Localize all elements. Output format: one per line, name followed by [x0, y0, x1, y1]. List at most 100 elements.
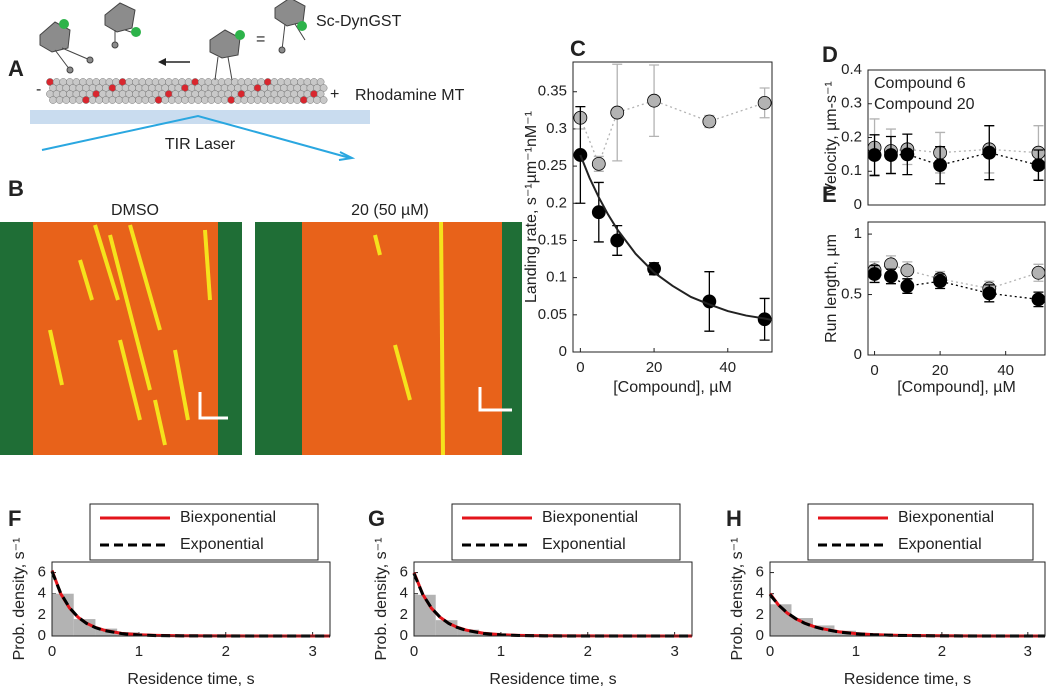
- tubulin: [214, 96, 222, 104]
- plot-frame: [769, 561, 1046, 637]
- microtubule: [46, 78, 328, 104]
- panel-label: F: [8, 506, 21, 531]
- series-line: [874, 152, 1039, 166]
- data-point: [900, 263, 915, 278]
- plot-frame: [867, 221, 1046, 356]
- tubulin: [75, 96, 84, 104]
- x-tick-label: 40: [997, 362, 1014, 379]
- y-tick-label: 0.3: [546, 120, 567, 137]
- series-line: [50, 570, 330, 638]
- tubulin: [260, 96, 269, 104]
- series-line: [874, 146, 1039, 154]
- legend-label: Exponential: [898, 536, 982, 553]
- tubulin: [266, 96, 275, 104]
- panel-label: G: [368, 506, 385, 531]
- data-point: [591, 156, 606, 171]
- tubulin: [148, 96, 156, 104]
- histogram-bar: [812, 625, 835, 636]
- panel-label: D: [822, 42, 838, 67]
- tubulin: [233, 96, 242, 104]
- legend-label: Compound 6: [874, 75, 966, 92]
- panel-label: A: [8, 56, 24, 81]
- data-point: [591, 205, 606, 220]
- data-point: [900, 279, 915, 293]
- histogram-bar: [791, 618, 813, 636]
- y-tick-label: 0.1: [841, 162, 862, 179]
- laser-path: [41, 114, 351, 159]
- plus-end: +: [330, 86, 339, 103]
- legend-label: Exponential: [542, 536, 626, 553]
- histogram-bar: [414, 594, 436, 636]
- series-line: [579, 99, 765, 166]
- y-tick-label: 2: [38, 606, 46, 623]
- y-tick-label: 0: [854, 346, 862, 363]
- tubulin: [134, 96, 143, 104]
- tubulin: [49, 96, 57, 104]
- tubulin: [101, 96, 110, 104]
- y-tick-label: 2: [756, 606, 764, 623]
- tubulin: [247, 96, 255, 104]
- tubulin: [154, 96, 163, 104]
- x-tick-label: 0: [410, 643, 418, 660]
- tubulin: [299, 96, 308, 104]
- tubulin: [55, 96, 64, 104]
- tubulin: [253, 96, 262, 104]
- tubulin: [200, 96, 209, 104]
- motion-arrowhead: [158, 58, 166, 66]
- data-point: [884, 269, 898, 284]
- y-tick-label: 2: [400, 606, 408, 623]
- kymo-title: 20 (50 µM): [351, 202, 429, 219]
- series-line: [874, 263, 1039, 290]
- tubulin: [161, 96, 170, 104]
- tubulin: [115, 96, 123, 104]
- x-tick-label: 3: [670, 643, 678, 660]
- y-tick-label: 0.2: [546, 194, 567, 211]
- tubulin: [319, 96, 328, 104]
- tubulin: [286, 96, 295, 104]
- y-tick-label: 0: [756, 627, 764, 644]
- y-tick-label: 6: [38, 564, 46, 581]
- legend-label: Biexponential: [898, 509, 994, 526]
- legend-label: Biexponential: [542, 509, 638, 526]
- x-tick-label: 1: [497, 643, 505, 660]
- tubulin: [220, 96, 229, 104]
- plot-frame: [867, 69, 1046, 206]
- y-tick-label: 1: [854, 225, 862, 242]
- plot-frame: [572, 61, 773, 353]
- tubulin: [174, 96, 183, 104]
- x-tick-label: 40: [719, 359, 736, 376]
- data-point: [933, 274, 948, 289]
- y-tick-label: 4: [38, 585, 46, 602]
- x-axis-label: Residence time, s: [489, 671, 616, 688]
- data-point: [1031, 265, 1046, 280]
- tubulin: [240, 96, 249, 104]
- x-tick-label: 2: [938, 643, 946, 660]
- series-line: [579, 154, 773, 322]
- tubulin: [82, 96, 90, 104]
- panel-label: E: [822, 182, 837, 207]
- data-point: [610, 105, 625, 120]
- y-axis-label: Velocity, µm-s⁻¹: [823, 81, 840, 194]
- laser-label: TIR Laser: [165, 136, 236, 153]
- tubulin: [194, 96, 203, 104]
- y-tick-label: 0.35: [538, 83, 567, 100]
- data-point: [900, 147, 915, 162]
- y-tick-label: 0.25: [538, 157, 567, 174]
- series-line: [874, 273, 1039, 301]
- legend-box: [89, 503, 319, 561]
- y-tick-label: 0.3: [841, 95, 862, 112]
- tubulin: [181, 96, 189, 104]
- tubulin: [62, 96, 71, 104]
- tubulin: [313, 96, 321, 104]
- x-axis-label: Residence time, s: [127, 671, 254, 688]
- laser-arrow: [338, 151, 356, 161]
- tubulin: [95, 96, 104, 104]
- data-point: [867, 148, 882, 162]
- data-point: [933, 158, 948, 173]
- tubulin: [88, 96, 97, 104]
- y-tick-label: 0.2: [841, 128, 862, 145]
- legend-box: [451, 503, 681, 561]
- data-point: [702, 114, 717, 129]
- data-point: [1031, 158, 1046, 173]
- mt-label: Rhodamine MT: [355, 87, 465, 104]
